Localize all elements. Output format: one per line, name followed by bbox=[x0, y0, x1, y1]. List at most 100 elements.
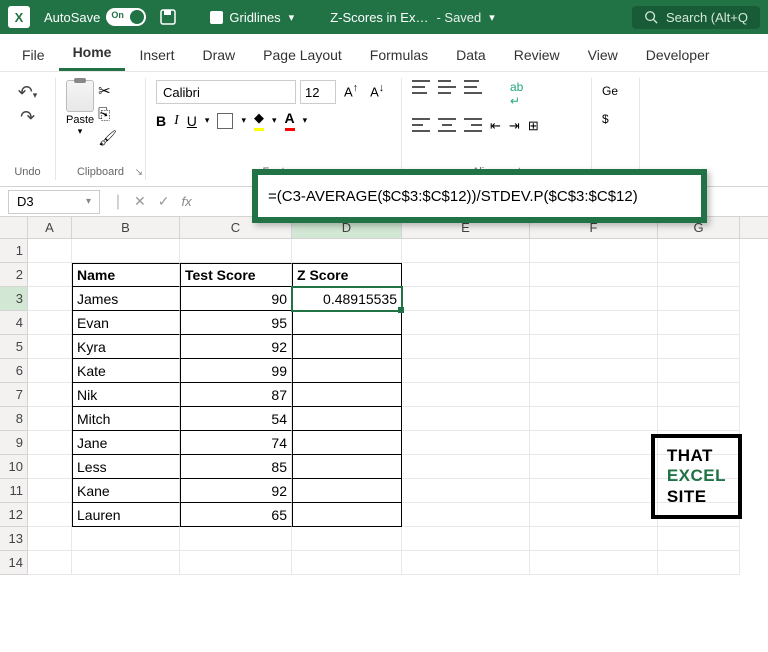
chevron-down-icon[interactable]: ▾ bbox=[303, 115, 308, 126]
cell-z[interactable] bbox=[292, 479, 402, 503]
tab-developer[interactable]: Developer bbox=[632, 39, 724, 71]
cell-name[interactable]: Lauren bbox=[72, 503, 180, 527]
cell[interactable] bbox=[28, 335, 72, 359]
cell[interactable] bbox=[530, 311, 658, 335]
search-input[interactable]: Search (Alt+Q bbox=[632, 6, 760, 29]
cell-score[interactable]: 92 bbox=[180, 479, 292, 503]
row-header[interactable]: 6 bbox=[0, 359, 28, 383]
cell-z[interactable] bbox=[292, 335, 402, 359]
cell[interactable] bbox=[402, 503, 530, 527]
save-icon[interactable] bbox=[158, 7, 178, 27]
cell[interactable] bbox=[402, 383, 530, 407]
row-header[interactable]: 3 bbox=[0, 287, 28, 311]
cut-icon[interactable]: ✂ bbox=[98, 82, 117, 100]
cell[interactable] bbox=[28, 527, 72, 551]
cell-name[interactable]: Nik bbox=[72, 383, 180, 407]
cell[interactable] bbox=[530, 239, 658, 263]
cell[interactable] bbox=[72, 527, 180, 551]
row-header[interactable]: 10 bbox=[0, 455, 28, 479]
chevron-down-icon[interactable]: ▾ bbox=[489, 11, 495, 24]
cell[interactable] bbox=[28, 287, 72, 311]
border-icon[interactable] bbox=[217, 113, 233, 129]
cell[interactable] bbox=[28, 311, 72, 335]
italic-button[interactable]: I bbox=[174, 113, 179, 129]
font-size-input[interactable] bbox=[300, 80, 336, 104]
row-header[interactable]: 2 bbox=[0, 263, 28, 287]
fx-icon[interactable]: fx bbox=[175, 194, 197, 209]
cell-z[interactable] bbox=[292, 359, 402, 383]
increase-font-icon[interactable]: A↑ bbox=[340, 80, 362, 104]
tab-page-layout[interactable]: Page Layout bbox=[249, 39, 356, 71]
cell-z[interactable]: 0.48915535 bbox=[292, 287, 402, 311]
cell[interactable] bbox=[530, 503, 658, 527]
cell[interactable] bbox=[28, 479, 72, 503]
cell[interactable] bbox=[402, 455, 530, 479]
header-z[interactable]: Z Score bbox=[292, 263, 402, 287]
cell-name[interactable]: Less bbox=[72, 455, 180, 479]
cell[interactable] bbox=[530, 551, 658, 575]
redo-icon[interactable]: ↷ bbox=[20, 107, 35, 128]
cell[interactable] bbox=[402, 263, 530, 287]
cell-name[interactable]: James bbox=[72, 287, 180, 311]
cell[interactable] bbox=[402, 287, 530, 311]
cell[interactable] bbox=[292, 527, 402, 551]
align-top-icon[interactable] bbox=[412, 80, 430, 94]
cell-score[interactable]: 92 bbox=[180, 335, 292, 359]
cell[interactable] bbox=[658, 239, 740, 263]
cell[interactable] bbox=[658, 551, 740, 575]
cell[interactable] bbox=[530, 431, 658, 455]
row-header[interactable]: 9 bbox=[0, 431, 28, 455]
align-middle-icon[interactable] bbox=[438, 80, 456, 94]
format-painter-icon[interactable]: 🖌 bbox=[98, 129, 117, 147]
cell[interactable] bbox=[28, 263, 72, 287]
chevron-down-icon[interactable]: ▾ bbox=[205, 115, 210, 126]
autosave-toggle[interactable]: On bbox=[106, 8, 146, 26]
cell-z[interactable] bbox=[292, 503, 402, 527]
cell[interactable] bbox=[530, 287, 658, 311]
cell-score[interactable]: 99 bbox=[180, 359, 292, 383]
cancel-formula-icon[interactable]: ✕ bbox=[128, 193, 152, 210]
cell-score[interactable]: 54 bbox=[180, 407, 292, 431]
underline-button[interactable]: U bbox=[187, 113, 197, 129]
decrease-font-icon[interactable]: A↓ bbox=[366, 80, 388, 104]
cell-z[interactable] bbox=[292, 311, 402, 335]
cell[interactable] bbox=[28, 407, 72, 431]
cell[interactable] bbox=[658, 335, 740, 359]
cell-name[interactable]: Mitch bbox=[72, 407, 180, 431]
header-name[interactable]: Name bbox=[72, 263, 180, 287]
cell-name[interactable]: Kate bbox=[72, 359, 180, 383]
cell[interactable] bbox=[28, 359, 72, 383]
accept-formula-icon[interactable]: ✓ bbox=[152, 193, 176, 210]
cell[interactable] bbox=[402, 335, 530, 359]
cell[interactable] bbox=[658, 407, 740, 431]
cell-z[interactable] bbox=[292, 383, 402, 407]
cell-score[interactable]: 90 bbox=[180, 287, 292, 311]
cell[interactable] bbox=[530, 407, 658, 431]
currency-button[interactable]: $ bbox=[602, 112, 609, 126]
cell[interactable] bbox=[530, 383, 658, 407]
cell-name[interactable]: Evan bbox=[72, 311, 180, 335]
name-box[interactable]: D3▾ bbox=[8, 190, 100, 214]
tab-data[interactable]: Data bbox=[442, 39, 500, 71]
formula-text[interactable]: =(C3-AVERAGE($C$3:$C$12))/STDEV.P($C$3:$… bbox=[268, 188, 638, 205]
cell[interactable] bbox=[28, 455, 72, 479]
align-center-icon[interactable] bbox=[438, 118, 456, 132]
wrap-text-icon[interactable]: ab↵ bbox=[510, 80, 523, 108]
decrease-indent-icon[interactable]: ⇤ bbox=[490, 118, 501, 134]
cell-score[interactable]: 87 bbox=[180, 383, 292, 407]
cell[interactable] bbox=[402, 311, 530, 335]
align-right-icon[interactable] bbox=[464, 118, 482, 132]
dialog-launcher-icon[interactable]: ↘ bbox=[135, 167, 143, 178]
tab-formulas[interactable]: Formulas bbox=[356, 39, 442, 71]
gridlines-toggle[interactable]: Gridlines ▾ bbox=[210, 10, 294, 25]
row-header[interactable]: 14 bbox=[0, 551, 28, 575]
bold-button[interactable]: B bbox=[156, 113, 166, 129]
cell-score[interactable]: 85 bbox=[180, 455, 292, 479]
paste-button[interactable]: Paste ▾ bbox=[66, 80, 94, 147]
row-header[interactable]: 1 bbox=[0, 239, 28, 263]
cell-score[interactable]: 95 bbox=[180, 311, 292, 335]
header-score[interactable]: Test Score bbox=[180, 263, 292, 287]
cell[interactable] bbox=[530, 479, 658, 503]
cell[interactable] bbox=[658, 287, 740, 311]
cell[interactable] bbox=[530, 455, 658, 479]
